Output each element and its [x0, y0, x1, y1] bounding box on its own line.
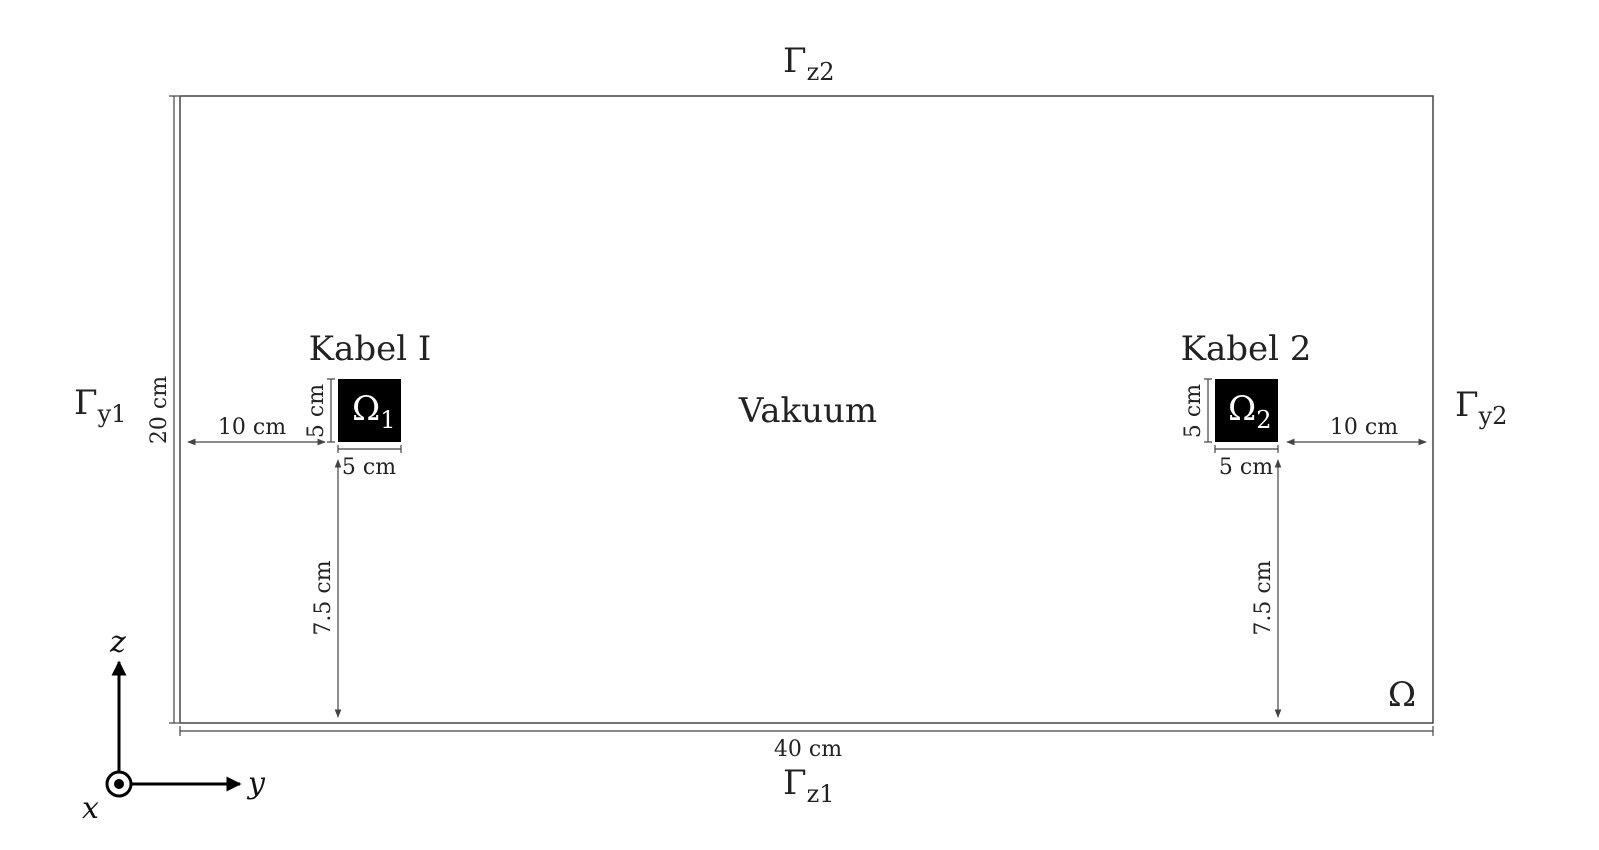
cable2-region-label: Ω2: [1228, 389, 1271, 434]
boundary-bottom-label: Γz1: [783, 763, 835, 808]
height-dimension-label: 20 cm: [147, 376, 172, 444]
boundary-left-label: Γy1: [74, 383, 126, 428]
cable2-width-dimension-label: 5 cm: [1219, 455, 1273, 480]
cable1-offset-dimension-label: 10 cm: [218, 415, 286, 440]
y-axis-label: y: [246, 766, 266, 801]
cable2-offset-dimension-label: 10 cm: [1330, 415, 1398, 440]
z-axis-label: z: [109, 625, 126, 660]
cable1-region-label: Ω1: [352, 389, 395, 434]
cable1-width-dimension-label: 5 cm: [342, 455, 396, 480]
cable1-title: Kabel I: [309, 329, 432, 369]
cable2-region: [1215, 379, 1278, 442]
domain-boundary: [179, 95, 1434, 724]
x-axis-dot: [114, 779, 124, 789]
cable1-height-dimension-label: 5 cm: [304, 384, 329, 438]
boundary-right-label: Γy2: [1455, 385, 1507, 430]
cable2-elevation-dimension-label: 7.5 cm: [1251, 560, 1276, 635]
boundary-top-label: Γz2: [783, 41, 835, 86]
x-axis-label: x: [82, 791, 99, 826]
cable2-height-dimension-label: 5 cm: [1181, 384, 1206, 438]
medium-label: Vakuum: [738, 391, 877, 431]
domain-label: Ω: [1388, 675, 1416, 715]
cable1-region: [338, 379, 401, 442]
width-dimension-label: 40 cm: [774, 737, 842, 762]
cable2-title: Kabel 2: [1181, 329, 1312, 369]
cable1-elevation-dimension-label: 7.5 cm: [311, 560, 336, 635]
